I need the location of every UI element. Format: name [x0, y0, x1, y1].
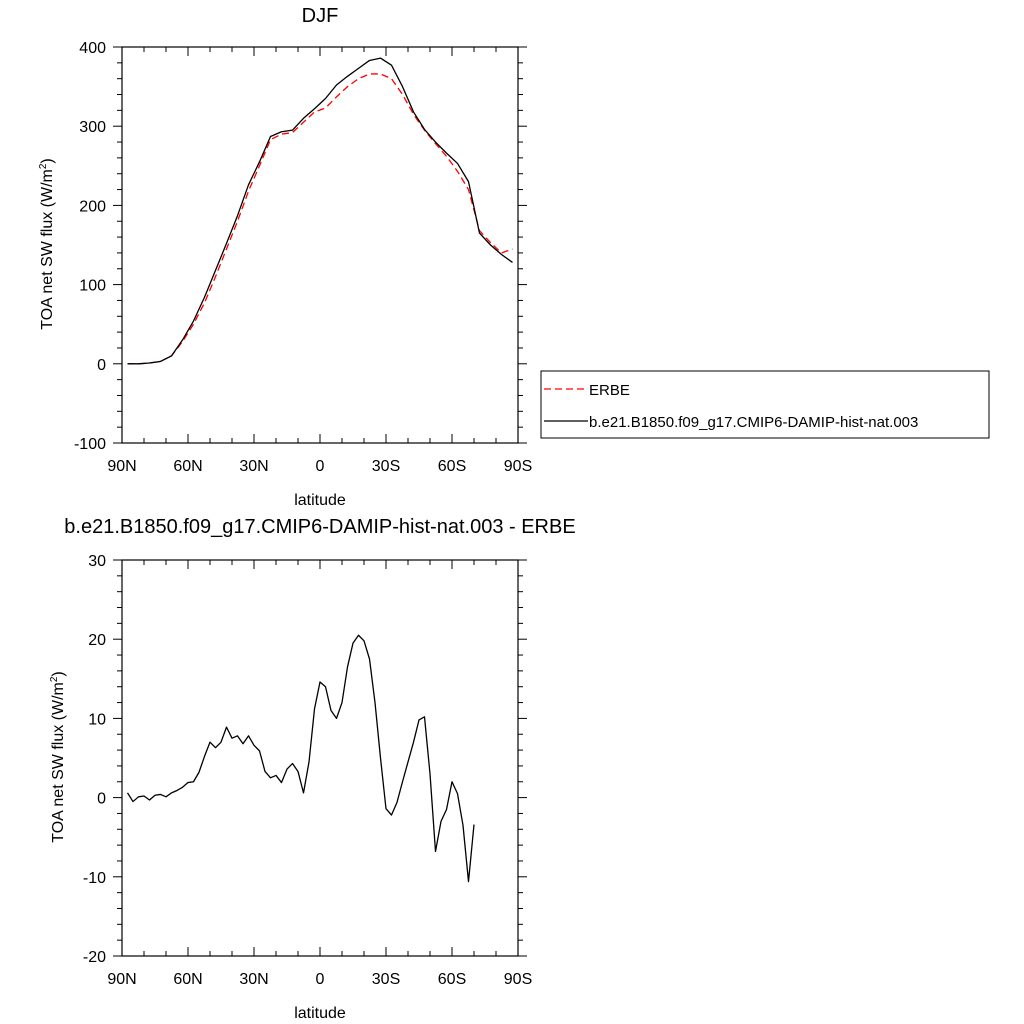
bottom-x-tick-label: 30S: [372, 971, 400, 988]
bottom-x-tick-label: 60S: [438, 971, 466, 988]
bottom-y-tick-label: -10: [83, 870, 106, 887]
bottom-x-tick-label: 30N: [239, 971, 268, 988]
top-x-tick-label: 60N: [173, 458, 202, 475]
top-y-tick-label: 0: [97, 357, 106, 374]
bottom-y-tick-label: 20: [88, 632, 106, 649]
legend: ERBE b.e21.B1850.f09_g17.CMIP6-DAMIP-his…: [540, 370, 990, 439]
top-y-tick-label: 100: [79, 278, 106, 295]
bottom-series-line-0: [126, 634, 475, 883]
top-x-tick-label: 90S: [504, 458, 532, 475]
top-y-tick-label: 400: [79, 40, 106, 57]
top-x-tick-label: 30S: [372, 458, 400, 475]
bottom-y-tick-label: 30: [88, 553, 106, 570]
top-chart-ylabel-sup: 2: [38, 163, 49, 169]
top-y-tick-label: 300: [79, 119, 106, 136]
bottom-chart-panel: b.e21.B1850.f09_g17.CMIP6-DAMIP-hist-nat…: [49, 516, 576, 1022]
top-x-tick-label: 30N: [239, 458, 268, 475]
top-x-tick-label: 0: [316, 458, 325, 475]
legend-label-erbe: ERBE: [589, 382, 630, 399]
bottom-y-tick-label: 10: [88, 711, 106, 728]
bottom-chart-ylabel-close: ): [50, 671, 67, 676]
bottom-y-tick-label: 0: [97, 791, 106, 808]
bottom-y-tick-label: -20: [83, 949, 106, 966]
bottom-chart-ylabel-main: TOA net SW flux (W/m: [50, 682, 67, 843]
bottom-chart-ylabel: TOA net SW flux (W/m2): [49, 671, 67, 843]
bottom-chart-title: b.e21.B1850.f09_g17.CMIP6-DAMIP-hist-nat…: [64, 516, 575, 538]
legend-label-model: b.e21.B1850.f09_g17.CMIP6-DAMIP-hist-nat…: [589, 414, 918, 431]
top-chart-xlabel: latitude: [294, 492, 346, 509]
bottom-chart-xlabel: latitude: [294, 1005, 346, 1022]
top-chart-ylabel: TOA net SW flux (W/m2): [38, 158, 56, 330]
bottom-x-tick-label: 90N: [107, 971, 136, 988]
top-chart-panel: DJF latitude TOA net SW flux (W/m2) 90N 6…: [38, 5, 532, 509]
bottom-x-tick-label: 0: [316, 971, 325, 988]
top-chart-ylabel-main: TOA net SW flux (W/m: [39, 169, 56, 330]
top-y-tick-label: -100: [74, 436, 106, 453]
top-chart-title: DJF: [302, 5, 339, 27]
bottom-chart-ylabel-sup: 2: [49, 676, 60, 682]
top-chart-ylabel-close: ): [39, 158, 56, 163]
top-series-line-0: [127, 73, 513, 365]
top-series-line-1: [127, 57, 513, 365]
top-plot-frame: [121, 46, 519, 444]
bottom-x-tick-label: 60N: [173, 971, 202, 988]
top-x-tick-label: 60S: [438, 458, 466, 475]
legend-box: [540, 370, 990, 439]
top-x-tick-label: 90N: [107, 458, 136, 475]
bottom-x-tick-label: 90S: [504, 971, 532, 988]
bottom-plot-frame: [121, 559, 519, 957]
top-y-tick-label: 200: [79, 198, 106, 215]
